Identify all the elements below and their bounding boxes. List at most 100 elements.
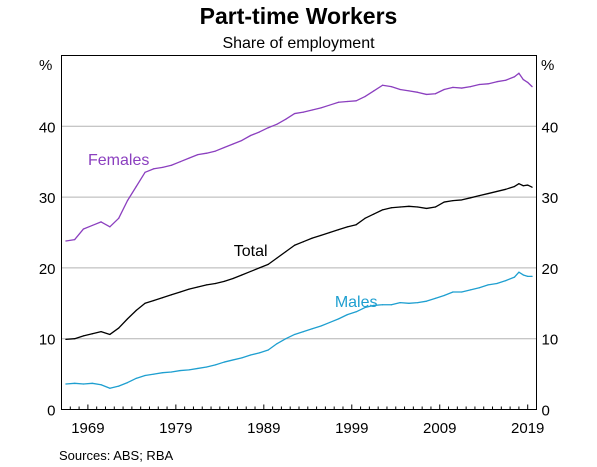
series-total-point-47 [478, 195, 480, 197]
chart-title: Part-time Workers [200, 3, 398, 29]
series-total-point-35 [373, 213, 375, 215]
series-males-point-7 [126, 381, 129, 384]
y-tick-left-0: 0 [47, 403, 55, 420]
series-total-point-23 [267, 263, 269, 265]
x-tick-2009: 2009 [423, 420, 456, 437]
series-females-point-34 [364, 95, 366, 98]
x-tick-1989: 1989 [247, 420, 280, 437]
series-label-females: Females [88, 152, 149, 169]
series-total-point-16 [206, 284, 208, 286]
series-total-point-0 [65, 338, 67, 341]
series-females-point-8 [135, 185, 137, 188]
series-males-point-49 [496, 282, 498, 285]
y-tick-left-30: 30 [39, 190, 56, 207]
series-total-point-44 [452, 200, 454, 202]
series-males-point-30 [329, 321, 331, 324]
series-females-point-21 [250, 134, 252, 137]
series-males-point-2 [82, 383, 85, 385]
series-males-point-47 [478, 287, 480, 289]
series-females-point-11 [162, 166, 164, 168]
series-males-point-23 [267, 349, 269, 351]
series-males-point-11 [162, 372, 164, 374]
series-males-point-55 [531, 275, 533, 277]
series-total-point-26 [294, 244, 296, 246]
y-unit-left: % [39, 57, 52, 74]
series-total-point-12 [170, 294, 173, 296]
series-females-point-13 [179, 161, 181, 163]
x-tick-1969: 1969 [71, 420, 104, 437]
series-males-point-26 [294, 333, 296, 336]
gridlines [61, 125, 537, 340]
series-total-point-10 [153, 299, 155, 302]
series-females-point-10 [153, 168, 155, 170]
series-females-point-17 [214, 150, 217, 152]
series-males-point-31 [337, 318, 340, 320]
series-females-point-25 [285, 118, 287, 120]
series-total-point-6 [118, 327, 120, 329]
series-total-point-36 [381, 209, 384, 211]
series-males-point-44 [452, 291, 454, 293]
series-females-point-24 [276, 123, 278, 125]
series-total-point-25 [285, 251, 287, 253]
series-total-point-1 [74, 338, 76, 340]
series-total-point-27 [302, 241, 304, 243]
series-males-point-53 [522, 274, 524, 276]
series-total-point-17 [214, 282, 217, 285]
series-males-point-32 [346, 314, 348, 316]
y-tick-right-30: 30 [542, 190, 559, 207]
series-males-point-52 [518, 271, 520, 273]
series-males-point-39 [408, 302, 410, 304]
series-females-point-30 [329, 104, 331, 106]
series-total-point-28 [311, 237, 313, 239]
series-females-point-4 [100, 221, 102, 223]
series-males-point-35 [373, 304, 375, 307]
y-tick-left-40: 40 [39, 119, 56, 136]
series-males-point-54 [527, 275, 529, 277]
series-males-point-9 [144, 374, 146, 377]
y-tick-right-0: 0 [542, 403, 550, 420]
series-total-point-52 [518, 183, 520, 185]
series-total-point-31 [337, 229, 340, 231]
series-males-point-12 [170, 371, 173, 373]
series-males-point-18 [223, 361, 225, 363]
series-males-point-37 [390, 304, 392, 306]
series-total-point-39 [408, 205, 410, 207]
series-males-point-8 [135, 377, 137, 379]
series-total-point-18 [223, 280, 225, 282]
series-males-line [65, 271, 533, 389]
series-labels: Females Total Males [88, 152, 378, 311]
series-males-point-16 [206, 366, 208, 368]
series-total-point-49 [496, 190, 498, 193]
series-total-point-15 [197, 286, 199, 288]
series-females-point-15 [197, 154, 199, 156]
series-total-point-22 [258, 267, 261, 269]
series-females-point-0 [65, 240, 67, 242]
series-total-point-53 [522, 185, 524, 187]
series-total-point-29 [320, 234, 322, 236]
series-males-point-43 [443, 294, 445, 297]
series-males-point-13 [179, 369, 181, 372]
series-females-point-51 [513, 76, 516, 78]
y-tick-right-10: 10 [542, 332, 559, 349]
series-total-point-19 [232, 277, 234, 280]
series-total-point-14 [188, 288, 190, 290]
series-males-point-21 [250, 354, 252, 356]
series-total-point-42 [434, 206, 436, 208]
series-total-point-40 [417, 206, 419, 208]
series-males-point-51 [513, 276, 516, 278]
series-females-point-43 [443, 88, 445, 91]
series-females-point-33 [355, 100, 357, 102]
series-females-point-53 [522, 78, 524, 81]
series-males-point-22 [258, 352, 261, 354]
series-males-point-42 [434, 297, 436, 299]
series-females-point-47 [478, 83, 480, 86]
series-total-point-34 [364, 217, 366, 219]
series-females-point-3 [91, 224, 93, 227]
series-females-point-40 [417, 91, 419, 93]
series-total-point-9 [144, 302, 146, 304]
series-females-point-48 [487, 83, 489, 85]
series-females-point-22 [258, 131, 261, 133]
series-total-point-54 [527, 184, 529, 186]
series-females-point-12 [170, 164, 173, 166]
series-total-point-43 [443, 201, 445, 203]
